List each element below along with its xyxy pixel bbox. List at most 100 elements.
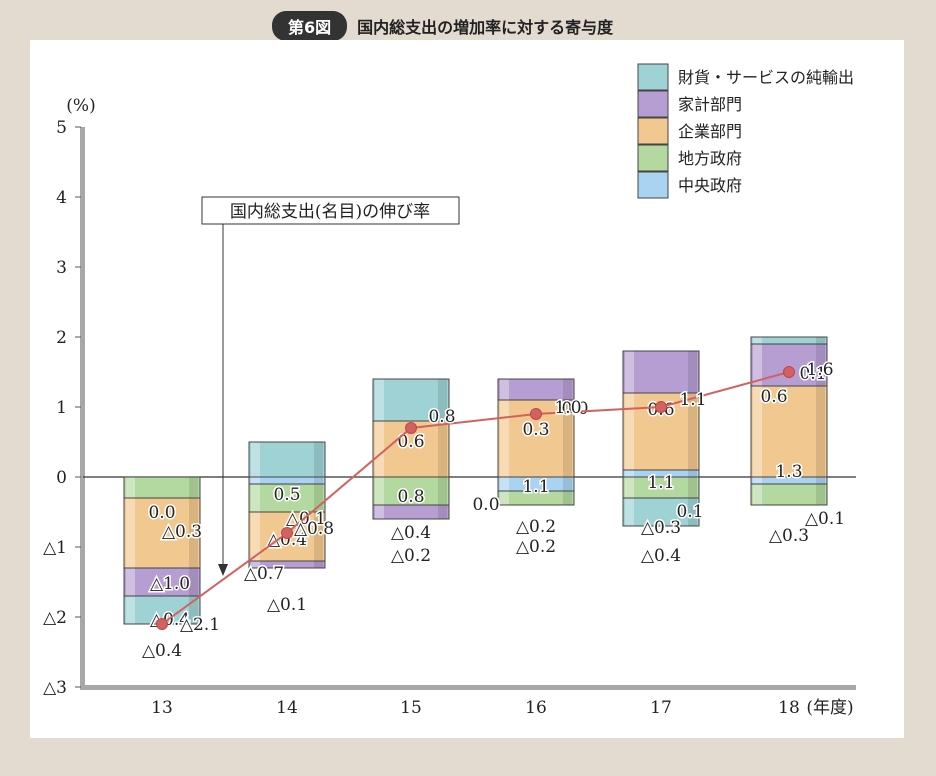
chart-svg: △3△2△1012345(%)△0.4△0.4△1.0△0.30.00.5△0.…	[43, 63, 856, 718]
bar-segment-shade	[563, 400, 572, 477]
legend-swatch	[637, 144, 669, 172]
segment-value-label: 1.1	[647, 473, 674, 493]
bar-segment	[123, 567, 201, 597]
bar-segment-highlight	[625, 351, 634, 393]
legend-label: 地方政府	[678, 149, 742, 168]
line-series-callout-label: 国内総支出(名目)の伸び率	[230, 202, 430, 222]
x-axis	[80, 685, 856, 690]
x-tick-label: 16	[525, 698, 547, 718]
legend-label: 家計部門	[678, 95, 742, 114]
x-tick-label: 17	[650, 698, 672, 718]
bar-segment-shade	[816, 337, 825, 344]
bar-segment-highlight	[500, 379, 509, 400]
growth-rate-value-label: △2.1	[180, 615, 220, 635]
bar-segment-highlight	[625, 477, 634, 498]
segment-value-label: 0.6	[397, 432, 424, 452]
legend-swatch	[637, 171, 669, 199]
bar-segment-shade	[438, 477, 447, 505]
segment-value-label: 1.1	[522, 477, 549, 497]
bar-segment-highlight	[625, 470, 634, 477]
bar-segment-highlight	[375, 421, 384, 477]
bar-segment-highlight	[625, 393, 634, 470]
segment-value-label: △0.3	[769, 526, 809, 546]
bar-segment-highlight	[375, 477, 384, 505]
legend-label: 中央政府	[678, 176, 742, 195]
bar-segment-shade	[314, 477, 323, 484]
bar-segment-shade	[438, 421, 447, 477]
bar-segment-shade	[563, 379, 572, 400]
bar-segment-shade	[688, 351, 697, 393]
bar-segment-highlight	[375, 505, 384, 519]
bar-segment-highlight	[753, 337, 762, 344]
bar-segment-shade	[816, 484, 825, 505]
bar-segment-shade	[314, 561, 323, 568]
figure-number-badge: 第6図	[272, 11, 348, 41]
bar-segment	[497, 378, 575, 401]
growth-rate-point	[530, 408, 542, 420]
growth-rate-point	[655, 401, 667, 413]
y-tick-label: 1	[56, 398, 67, 418]
bar-segment-highlight	[126, 477, 135, 498]
bar-segment-highlight	[500, 400, 509, 477]
segment-value-label: △0.4	[641, 546, 681, 566]
growth-rate-point	[783, 366, 795, 378]
bar-segment-shade	[438, 505, 447, 519]
bar-segment-shade	[314, 512, 323, 561]
bar-segment-shade	[688, 498, 697, 526]
segment-value-label: △1.0	[150, 574, 190, 594]
y-tick-label: 2	[56, 328, 67, 348]
bar-segment-shade	[688, 393, 697, 470]
y-tick-label: 0	[56, 468, 67, 488]
segment-value-label: △0.1	[805, 509, 845, 529]
y-axis-unit-label: (%)	[66, 96, 95, 116]
segment-value-label: △0.1	[267, 595, 307, 615]
segment-value-label: 0.1	[676, 502, 703, 522]
bar-segment-shade	[189, 568, 198, 596]
line-series-callout-box	[201, 196, 460, 225]
bar-segment-highlight	[126, 596, 135, 624]
bar-segment-highlight	[251, 477, 260, 484]
growth-rate-point	[281, 527, 293, 539]
bar-segment-highlight	[753, 386, 762, 477]
bar-segment	[372, 378, 450, 422]
growth-rate-value-label: △0.8	[294, 519, 334, 539]
bar-segment-shade	[816, 344, 825, 386]
chart-panel: △3 △2 △1 0 1 2 3 4 5 (%) △0.4 △0.4 △1.0 △0.3 0.0 0.5 △0.…	[30, 40, 904, 738]
segment-value-label: △0.2	[516, 537, 556, 557]
bar-segment	[750, 483, 828, 506]
bar-segment-shade	[314, 442, 323, 477]
x-tick-label: 13	[151, 698, 173, 718]
bar-segment	[622, 497, 700, 527]
bar-segment-shade	[688, 470, 697, 477]
bar-segment-shade	[563, 477, 572, 491]
bar-segment-shade	[816, 477, 825, 484]
segment-value-label: 0.1	[799, 364, 826, 384]
growth-rate-value-label: 1.0	[554, 398, 581, 418]
bar-segment-highlight	[251, 442, 260, 477]
segment-value-label: 1.3	[775, 462, 802, 482]
legend-label: 企業部門	[678, 122, 742, 141]
bar-segment-highlight	[251, 484, 260, 512]
bar-segment-highlight	[126, 498, 135, 568]
callout-arrow-head	[218, 564, 228, 576]
bar-segment-highlight	[500, 491, 509, 505]
bar-segment	[248, 483, 326, 513]
segment-value-label: △0.4	[391, 523, 431, 543]
segment-value-label: △0.3	[162, 522, 202, 542]
bar-segment-highlight	[500, 477, 509, 491]
segment-value-label: 0.3	[522, 420, 549, 440]
bar-segment	[123, 497, 201, 569]
segment-value-label: 0.0	[148, 503, 175, 523]
bar-segment	[750, 385, 828, 478]
x-tick-label: 18	[778, 698, 800, 718]
x-tick-label: 14	[276, 698, 298, 718]
bar-segment-highlight	[251, 512, 260, 561]
x-axis-unit-label: (年度)	[806, 698, 853, 718]
bar-segment	[123, 476, 201, 499]
y-tick-label: △2	[43, 608, 67, 628]
bar-segment	[248, 476, 326, 485]
legend-swatch	[637, 117, 669, 145]
bar-segment	[372, 476, 450, 506]
growth-rate-line	[161, 371, 790, 625]
segment-value-label: 0.6	[760, 387, 787, 407]
